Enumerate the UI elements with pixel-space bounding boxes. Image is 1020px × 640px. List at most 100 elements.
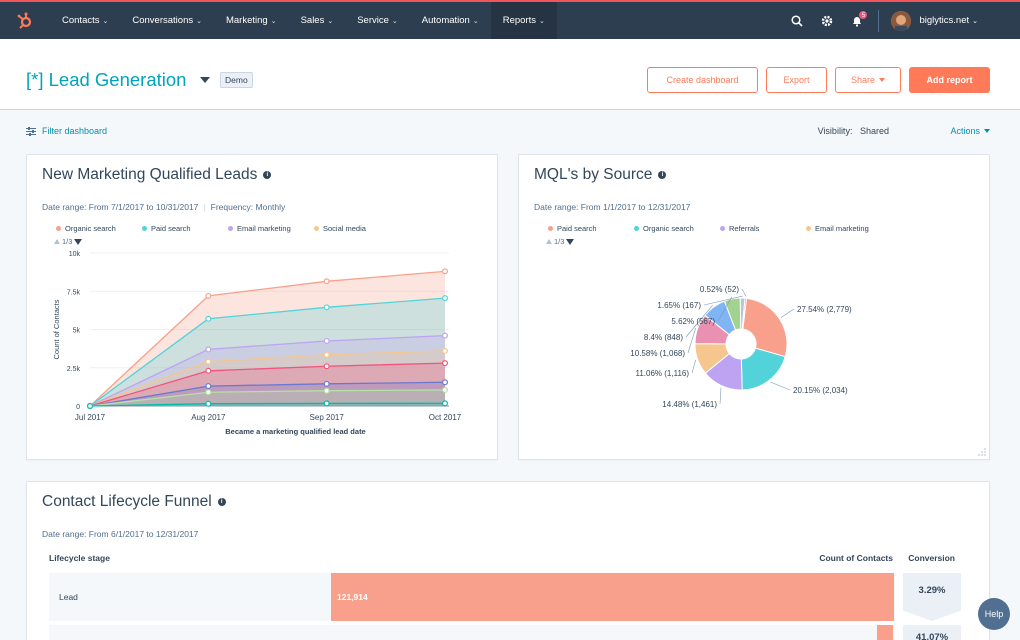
info-icon[interactable]: i xyxy=(263,171,272,179)
info-icon[interactable]: i xyxy=(217,498,226,506)
account-menu[interactable]: biglytics.net ⌄ xyxy=(919,15,978,26)
top-nav: Contacts ⌄ Conversations ⌄ Marketing ⌄ Sale… xyxy=(0,0,1020,39)
legend-swatch xyxy=(806,226,811,231)
data-point xyxy=(205,383,212,390)
series-line xyxy=(89,297,446,407)
pie-slice xyxy=(741,297,748,330)
series-area xyxy=(90,350,445,406)
legend-swatch xyxy=(720,226,725,231)
slice-leader-line xyxy=(687,327,697,354)
funnel-card-title-text: Contact Lifecycle Funnel xyxy=(42,493,212,510)
legend-item[interactable]: Organic search xyxy=(634,224,720,233)
source-card-title[interactable]: MQL's by Source i xyxy=(534,166,667,184)
data-point xyxy=(442,295,449,302)
y-tick-label: 7.5k xyxy=(67,289,81,296)
legend-item[interactable]: Email marketing xyxy=(806,224,886,233)
nav-marketing[interactable]: Marketing ⌄ xyxy=(214,2,289,39)
gear-icon[interactable] xyxy=(812,2,842,39)
mql-pager-text: 1/3 xyxy=(62,237,73,246)
funnel-card-title[interactable]: Contact Lifecycle Funnel i xyxy=(42,493,226,511)
data-point xyxy=(323,387,330,394)
resize-handle-icon[interactable] xyxy=(972,442,988,458)
data-point xyxy=(205,389,212,396)
nav-divider xyxy=(878,9,880,32)
chevron-down-icon: ⌄ xyxy=(102,17,109,25)
add-report-button[interactable]: Add report xyxy=(909,67,990,93)
help-button[interactable]: Help xyxy=(978,598,1010,630)
legend-prev-icon[interactable] xyxy=(546,239,552,244)
filter-dashboard-label: Filter dashboard xyxy=(42,126,108,136)
slice-leader-line xyxy=(719,387,722,405)
data-point xyxy=(86,403,93,410)
nav-reports[interactable]: Reports ⌄ xyxy=(490,2,557,39)
info-icon[interactable]: i xyxy=(658,171,667,179)
y-tick-label: 5k xyxy=(73,328,81,335)
col-count-of-contacts: Count of Contacts xyxy=(819,553,893,563)
slice-label: 5.62% (567) xyxy=(671,317,715,326)
legend-item[interactable]: Social media xyxy=(314,224,384,233)
nav-automation[interactable]: Automation ⌄ xyxy=(410,2,491,39)
conversion-chevron: 41.07% xyxy=(903,625,961,640)
funnel-bar: 121,914 xyxy=(331,573,894,621)
filter-dashboard-link[interactable]: Filter dashboard xyxy=(26,126,107,136)
data-point xyxy=(205,292,212,299)
nav-conversations-label: Conversations xyxy=(132,15,194,26)
chevron-down-icon: ⌄ xyxy=(538,17,545,25)
avatar[interactable] xyxy=(891,10,912,31)
nav-automation-label: Automation xyxy=(421,15,470,26)
nav-service[interactable]: Service ⌄ xyxy=(345,2,410,39)
caret-down-icon xyxy=(984,129,990,133)
nav-conversations[interactable]: Conversations ⌄ xyxy=(120,2,214,39)
conversion-value: 41.07% xyxy=(915,632,949,640)
legend-label: Organic search xyxy=(643,224,694,233)
legend-item[interactable]: Referrals xyxy=(720,224,806,233)
legend-next-icon[interactable] xyxy=(74,238,83,245)
table-row[interactable]: Lead 121,914 xyxy=(49,573,895,621)
chevron-down-icon: ⌄ xyxy=(196,17,202,25)
mql-card-title[interactable]: New Marketing Qualified Leads i xyxy=(42,166,272,184)
nav-contacts[interactable]: Contacts ⌄ xyxy=(50,2,120,39)
visibility-label: Visibility: xyxy=(817,126,853,136)
pie-slice xyxy=(742,297,788,358)
dashboard-header: [*] Lead Generation Demo Create dashboar… xyxy=(0,39,1020,110)
export-button[interactable]: Export xyxy=(766,67,827,93)
mql-source-donut-chart: 27.54% (2,779) 20.15% (2,034) 14.48% (1,46… xyxy=(630,285,852,409)
legend-prev-icon[interactable] xyxy=(54,239,60,244)
pie-slice xyxy=(740,347,786,391)
nav-sales[interactable]: Sales ⌄ xyxy=(289,2,346,39)
data-point xyxy=(442,360,449,367)
mql-area-chart: 0 2.5k 5k 7.5k 10k Jul 2017 Aug 2017 Sep 2017 Oc… xyxy=(52,251,462,436)
caret-down-icon[interactable] xyxy=(200,77,210,83)
funnel-date-range: Date range: From 6/1/2017 to 12/31/2017 xyxy=(42,529,199,539)
notifications-bell-icon[interactable]: 5 xyxy=(842,2,872,39)
slice-label: 8.4% (848) xyxy=(644,333,683,342)
nav-contacts-label: Contacts xyxy=(62,15,100,26)
data-point xyxy=(442,347,449,354)
data-point xyxy=(205,346,212,353)
dashboard-title[interactable]: [*] Lead Generation xyxy=(26,69,187,90)
notification-badge: 5 xyxy=(858,10,869,20)
legend-swatch xyxy=(56,226,61,231)
legend-next-icon[interactable] xyxy=(566,238,575,245)
legend-item[interactable]: Paid search xyxy=(548,224,634,233)
y-axis-label: Count of Contacts xyxy=(52,299,61,359)
data-point xyxy=(323,380,330,387)
slice-label: 1.65% (167) xyxy=(657,301,701,310)
x-tick-label: Jul 2017 xyxy=(75,413,106,422)
funnel-bar-value: 121,914 xyxy=(337,592,368,602)
hubspot-logo-icon[interactable] xyxy=(0,2,50,39)
legend-item[interactable]: Organic search xyxy=(56,224,142,233)
conversion-chevron: 3.29% xyxy=(903,573,961,621)
legend-item[interactable]: Paid search xyxy=(142,224,228,233)
source-card-title-text: MQL's by Source xyxy=(534,166,653,183)
series-area xyxy=(90,389,445,406)
share-button[interactable]: Share xyxy=(835,67,901,93)
x-axis-label: Became a marketing qualified lead date xyxy=(225,427,365,436)
legend-item[interactable]: Email marketing xyxy=(228,224,314,233)
account-name: biglytics.net xyxy=(919,15,970,26)
table-row[interactable] xyxy=(49,625,895,640)
search-icon[interactable] xyxy=(782,2,812,39)
actions-dropdown[interactable]: Actions xyxy=(950,126,990,136)
series-line xyxy=(89,389,446,407)
create-dashboard-button[interactable]: Create dashboard xyxy=(647,67,758,93)
